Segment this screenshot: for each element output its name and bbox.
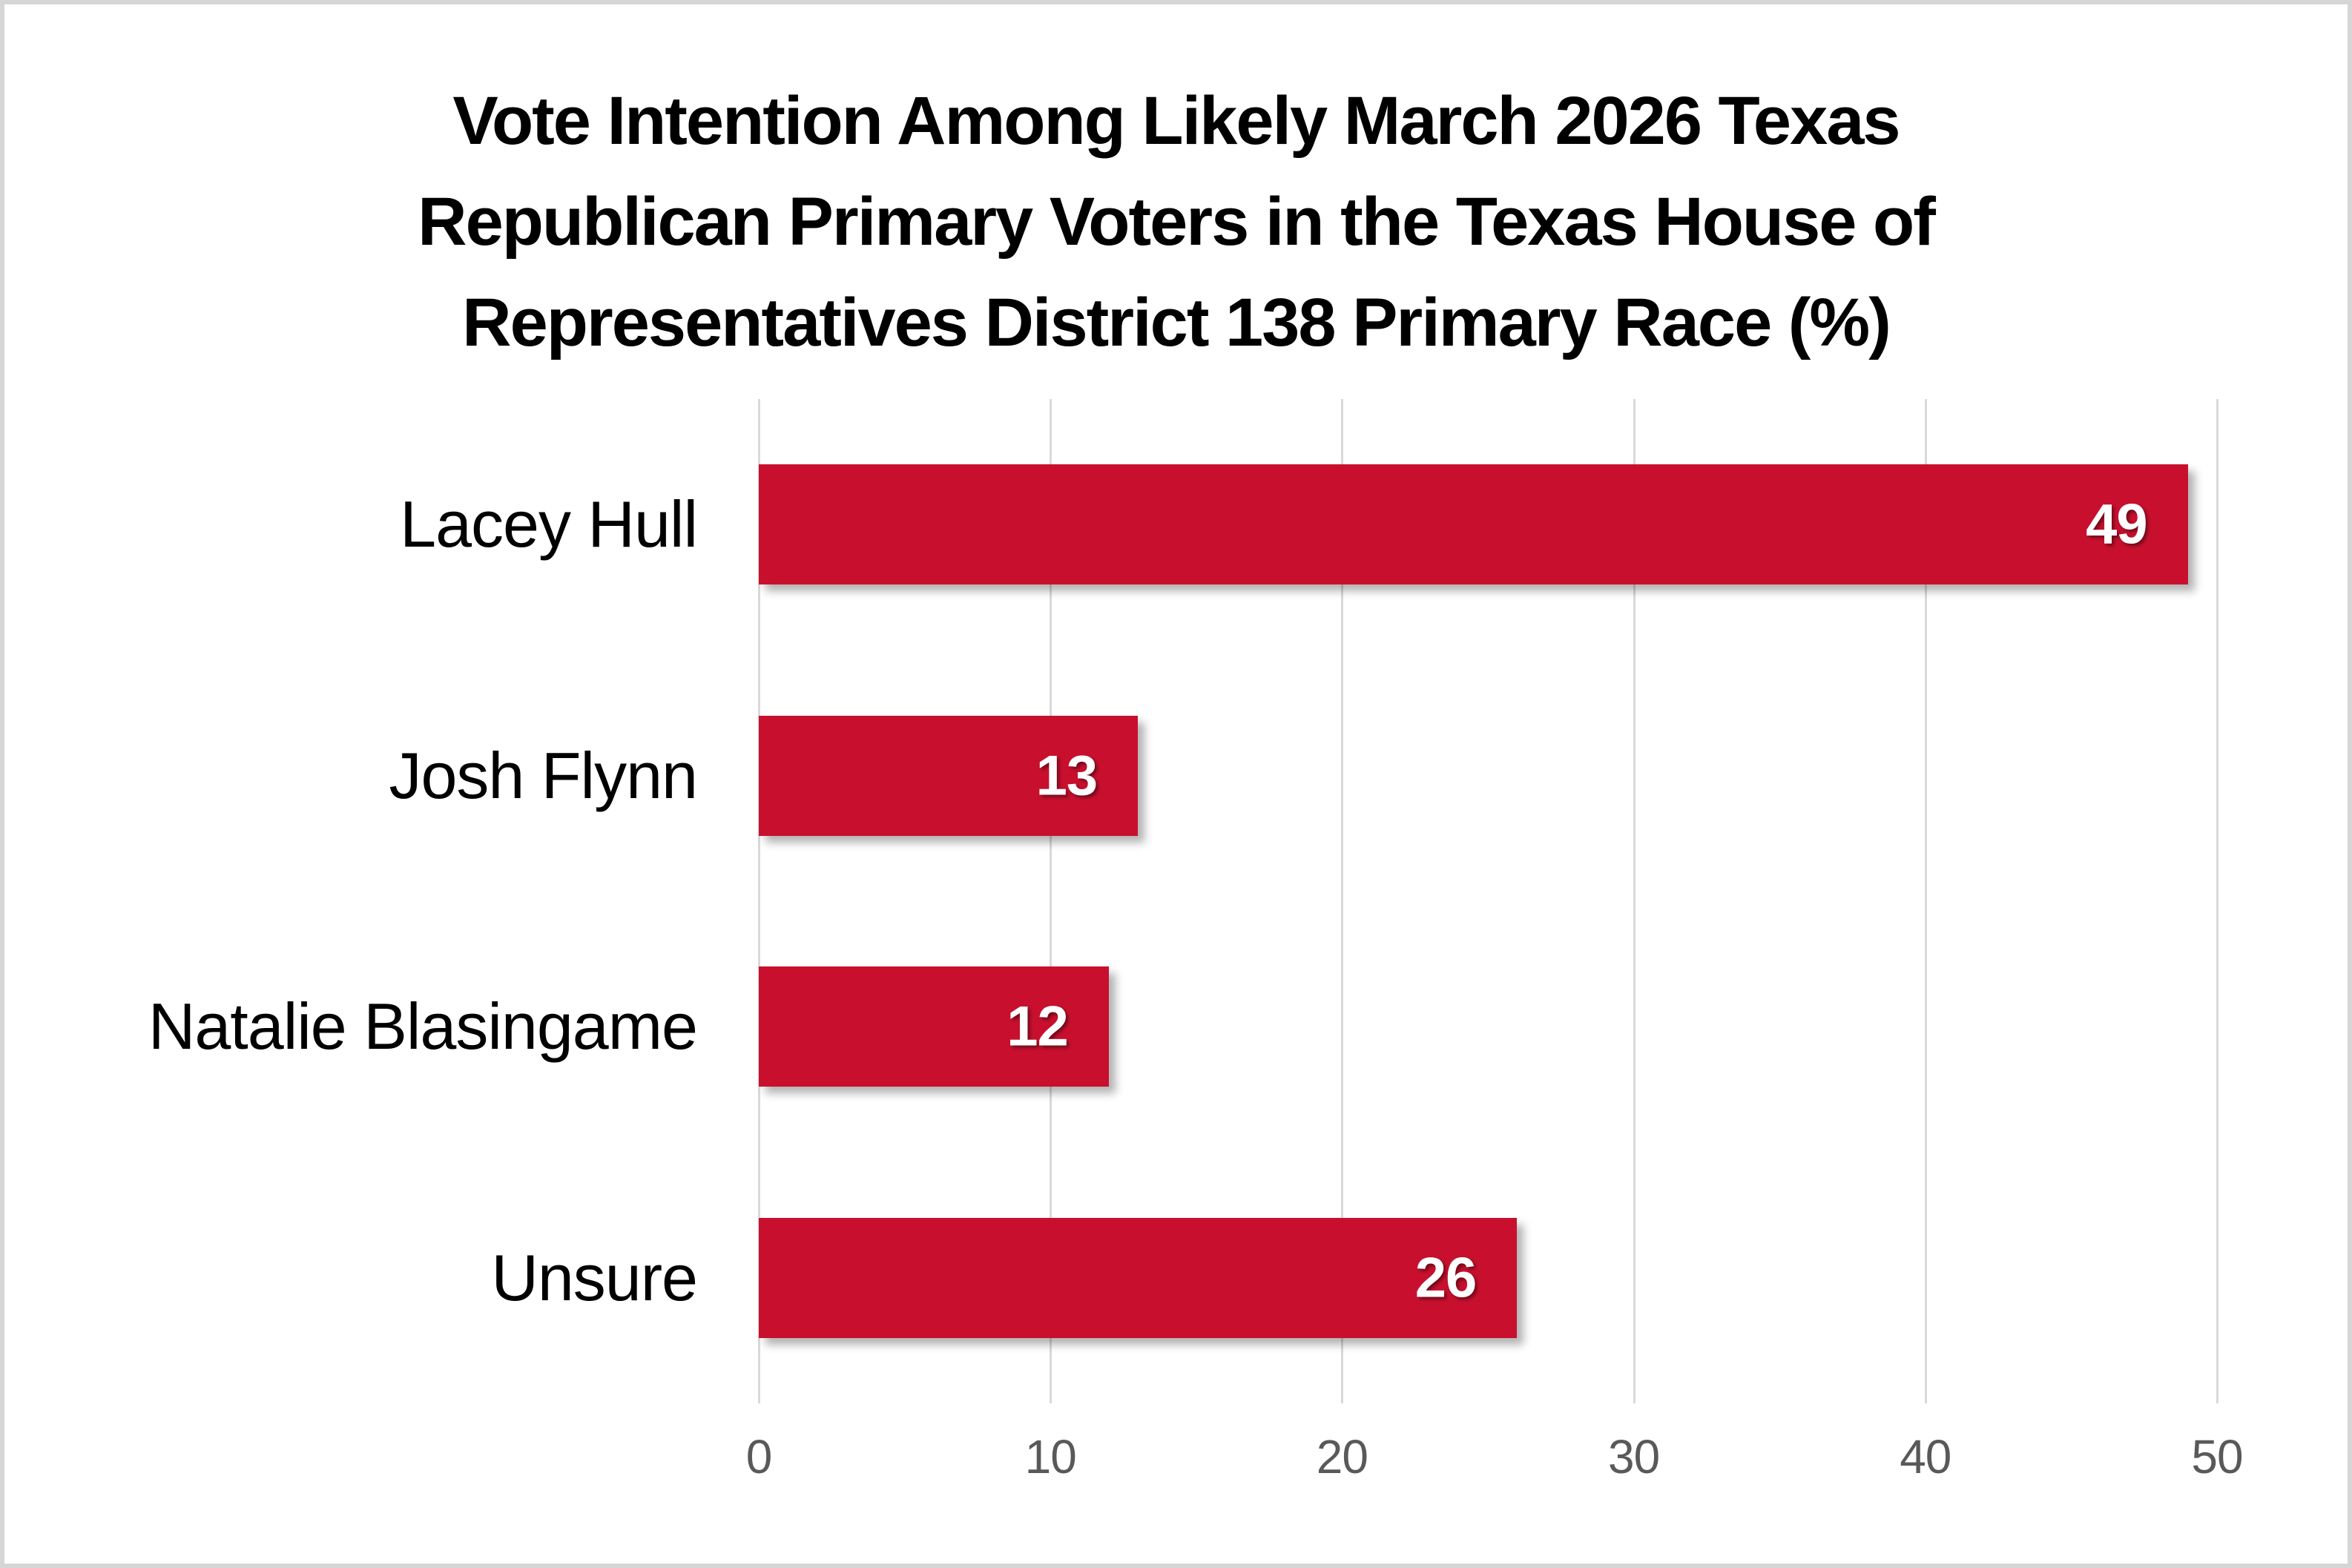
bar-value-label: 13	[1035, 744, 1098, 808]
chart-title-line-2: Republican Primary Voters in the Texas H…	[418, 184, 1936, 260]
plot-area: 49 13 12 26	[758, 399, 2218, 1403]
gridline	[2216, 399, 2218, 1403]
gridline	[758, 399, 760, 1403]
category-label: Lacey Hull	[400, 487, 698, 561]
chart-title-line-3: Representatives District 138 Primary Rac…	[462, 285, 1891, 360]
chart-title: Vote Intention Among Likely March 2026 T…	[0, 70, 2352, 373]
bar-lacey-hull: 49	[759, 464, 2188, 585]
bar-value-label: 49	[2086, 493, 2148, 556]
bar-value-label: 12	[1007, 995, 1069, 1058]
x-tick-label: 40	[1900, 1430, 1951, 1483]
category-label: Natalie Blasingame	[148, 989, 698, 1064]
bar-josh-flynn: 13	[759, 715, 1139, 836]
category-label: Unsure	[491, 1240, 698, 1314]
gridline	[1341, 399, 1344, 1403]
bar-natalie-blasingame: 12	[759, 966, 1109, 1087]
x-tick-label: 50	[2191, 1430, 2243, 1483]
gridline	[1924, 399, 1927, 1403]
x-tick-label: 20	[1316, 1430, 1368, 1483]
x-tick-label: 30	[1608, 1430, 1660, 1483]
category-label: Josh Flynn	[389, 738, 698, 812]
gridline	[1633, 399, 1635, 1403]
value-axis: 0 10 20 30 40 50	[746, 1430, 2244, 1497]
x-tick-label: 0	[745, 1430, 773, 1483]
x-tick-label: 10	[1024, 1430, 1077, 1483]
gridline	[1050, 399, 1053, 1403]
bar-unsure: 26	[759, 1217, 1518, 1338]
chart-title-line-1: Vote Intention Among Likely March 2026 T…	[452, 83, 1900, 159]
bar-value-label: 26	[1414, 1246, 1478, 1310]
category-axis: Lacey Hull Josh Flynn Natalie Blasingame Un…	[0, 399, 698, 1403]
